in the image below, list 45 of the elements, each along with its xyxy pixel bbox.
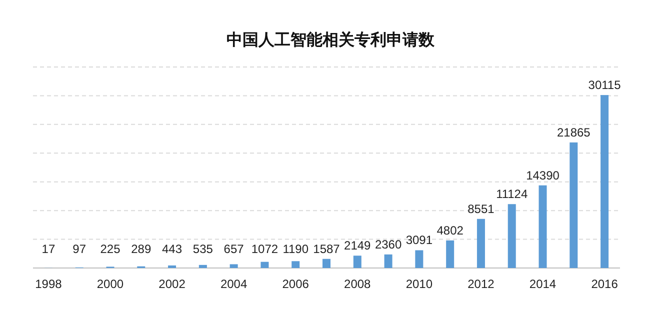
bar (446, 240, 454, 268)
bar (600, 95, 609, 268)
bar (415, 250, 424, 268)
bar (538, 185, 547, 268)
data-label: 30115 (588, 78, 622, 92)
bar (353, 256, 362, 268)
data-label: 97 (72, 242, 86, 256)
bar (168, 265, 176, 268)
x-tick-label: 2016 (591, 277, 618, 291)
bar (322, 258, 330, 268)
x-tick-label: 2000 (96, 277, 124, 291)
x-tick-label: 2006 (282, 277, 310, 291)
bar (476, 218, 485, 268)
data-label: 1190 (282, 242, 309, 256)
data-label: 1587 (313, 242, 340, 256)
data-label: 11124 (496, 187, 528, 202)
data-label: 443 (162, 242, 182, 256)
x-tick-label: 2008 (344, 277, 372, 291)
bar (570, 142, 578, 268)
data-label: 657 (224, 242, 244, 256)
data-label: 17 (42, 242, 56, 256)
bar (384, 254, 392, 268)
data-label: 2149 (344, 238, 372, 253)
bar (292, 261, 300, 268)
bar (508, 204, 516, 268)
x-tick-label: 2014 (529, 277, 556, 291)
bar (198, 264, 207, 268)
bar (260, 262, 269, 268)
data-label: 2360 (374, 237, 402, 252)
x-tick-label: 2012 (468, 277, 495, 291)
data-label: 8551 (468, 202, 495, 216)
data-label: 225 (100, 242, 121, 256)
data-label: 21865 (556, 125, 591, 140)
x-tick-label: 1998 (35, 277, 62, 291)
data-label: 535 (192, 242, 214, 256)
data-label: 3091 (406, 233, 433, 248)
data-label: 14390 (526, 168, 560, 182)
data-label: 289 (131, 242, 152, 256)
x-tick-label: 2010 (406, 277, 433, 291)
x-tick-label: 2004 (220, 277, 248, 291)
data-label: 4802 (436, 223, 464, 238)
data-label: 1072 (251, 242, 278, 256)
chart-title: 中国人工智能相关专利申请数 (226, 31, 436, 49)
x-tick-label: 2002 (158, 277, 186, 291)
bar (230, 264, 238, 268)
